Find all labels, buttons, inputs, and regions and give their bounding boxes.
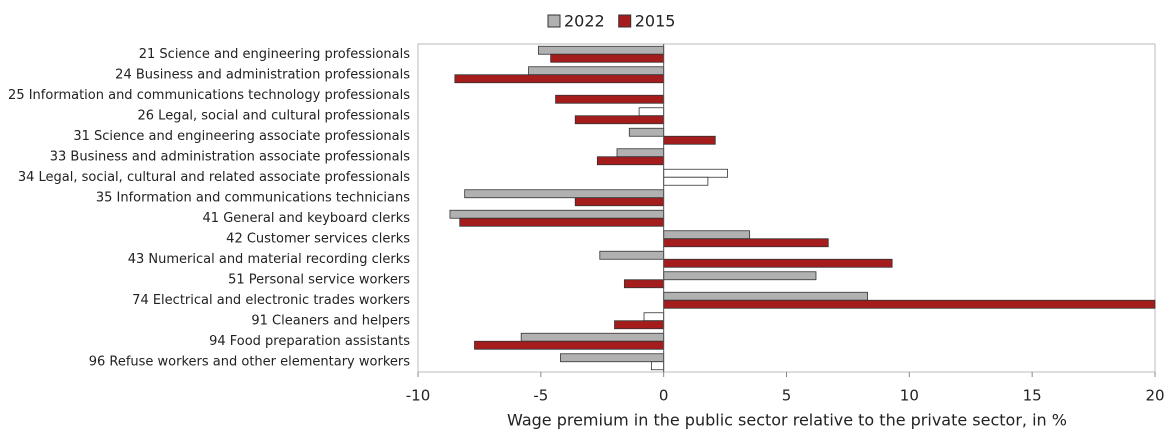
bar xyxy=(628,127,665,137)
bar xyxy=(663,299,1156,309)
y-tick-label: 74 Electrical and electronic trades work… xyxy=(132,293,410,308)
bar xyxy=(663,258,893,268)
bar xyxy=(528,66,665,76)
y-tick-label: 41 General and keyboard clerks xyxy=(203,211,411,226)
bar xyxy=(663,271,817,281)
x-tick-label: 5 xyxy=(782,387,792,405)
x-tick-label: 10 xyxy=(900,387,919,405)
bar xyxy=(574,115,665,125)
y-tick-label: 94 Food preparation assistants xyxy=(209,334,410,349)
y-tick-label: 51 Personal service workers xyxy=(228,272,410,287)
x-tick-label: -10 xyxy=(406,387,431,405)
bar xyxy=(459,217,665,227)
legend-swatch xyxy=(547,14,561,28)
bar xyxy=(560,353,665,363)
y-tick-label: 91 Cleaners and helpers xyxy=(251,313,410,328)
bar xyxy=(663,291,868,301)
bar xyxy=(623,279,665,289)
legend-swatch xyxy=(618,14,632,28)
bar xyxy=(454,74,665,84)
bar xyxy=(599,250,665,260)
y-tick-label: 42 Customer services clerks xyxy=(226,231,410,246)
bar xyxy=(614,320,665,330)
y-tick-label: 21 Science and engineering professionals xyxy=(139,47,410,62)
bar xyxy=(616,148,665,158)
x-tick-label: 20 xyxy=(1145,387,1164,405)
bar xyxy=(555,94,665,104)
y-tick-label: 35 Information and communications techni… xyxy=(96,190,410,205)
bar xyxy=(449,209,665,219)
x-tick-label: 0 xyxy=(659,387,669,405)
bar xyxy=(663,230,751,240)
bar xyxy=(663,168,728,178)
bar xyxy=(663,176,709,186)
y-tick-label: 43 Numerical and material recording cler… xyxy=(128,252,410,267)
y-tick-label: 31 Science and engineering associate pro… xyxy=(73,129,410,144)
bar xyxy=(550,53,665,63)
bar xyxy=(596,156,665,166)
bar xyxy=(574,197,665,207)
plot-area xyxy=(417,43,1156,373)
x-tick-label: -5 xyxy=(533,387,548,405)
x-tick-label: 15 xyxy=(1023,387,1042,405)
bar xyxy=(638,107,665,117)
legend-label: 2022 xyxy=(564,12,605,31)
y-tick-label: 26 Legal, social and cultural profession… xyxy=(138,108,411,123)
y-tick-label: 25 Information and communications techno… xyxy=(8,88,410,103)
bar xyxy=(643,312,665,322)
y-tick-label: 34 Legal, social, cultural and related a… xyxy=(18,170,410,185)
bar xyxy=(663,135,716,145)
bar xyxy=(464,189,665,199)
y-tick-label: 33 Business and administration associate… xyxy=(50,149,410,164)
y-tick-label: 24 Business and administration professio… xyxy=(115,67,410,82)
bar xyxy=(650,361,665,371)
bar xyxy=(663,238,829,248)
y-tick-label: 96 Refuse workers and other elementary w… xyxy=(89,354,411,369)
bar xyxy=(537,45,665,55)
bar xyxy=(520,332,665,342)
x-axis-label: Wage premium in the public sector relati… xyxy=(507,411,1067,430)
legend-label: 2015 xyxy=(635,12,676,31)
bar xyxy=(474,340,665,350)
